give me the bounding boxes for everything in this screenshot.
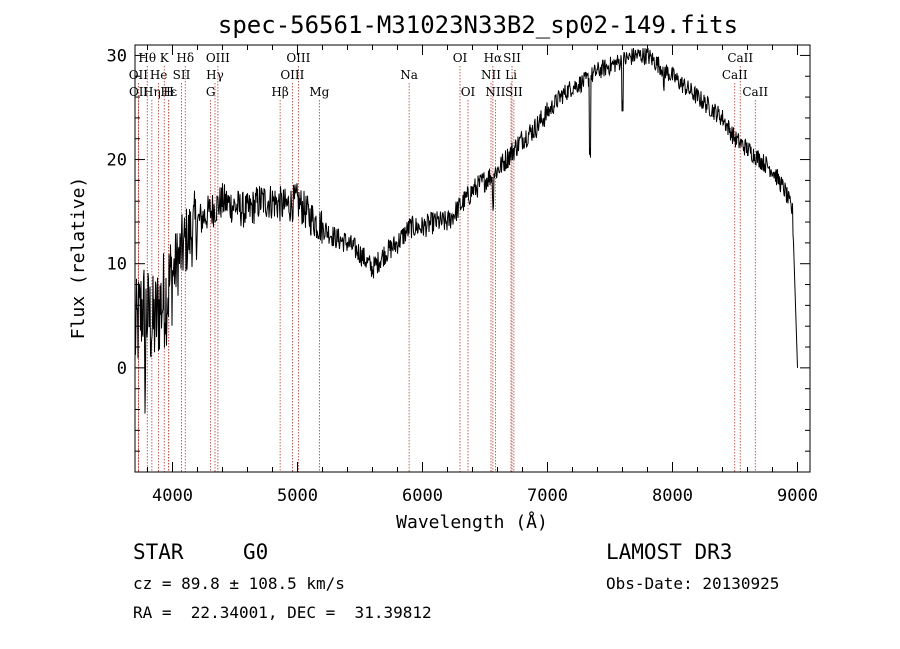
line-marker-label: CaII — [742, 85, 768, 99]
x-tick-label: 5000 — [277, 486, 318, 506]
y-tick-label: 0 — [117, 359, 127, 379]
x-tick-label: 8000 — [652, 486, 693, 506]
line-marker-label: Hγ — [206, 68, 224, 82]
x-axis-label: Wavelength (Å) — [396, 511, 548, 533]
line-marker-label: Hδ — [176, 51, 194, 65]
line-marker-label: SII — [505, 85, 523, 99]
line-marker-label: G — [206, 85, 216, 99]
line-marker-label: OIII — [286, 51, 310, 65]
survey-name: LAMOST DR3 — [606, 540, 733, 564]
line-marker-label: K — [160, 51, 170, 65]
line-marker-label: OIII — [280, 68, 304, 82]
x-tick-label: 9000 — [777, 486, 818, 506]
y-tick-label: 30 — [107, 46, 127, 66]
line-marker-label: OI — [453, 51, 468, 65]
object-class: STAR — [133, 540, 184, 564]
line-marker-label: He — [150, 68, 168, 82]
line-marker-label: H — [163, 85, 173, 99]
line-marker-label: Hβ — [271, 85, 288, 99]
x-axis: 4000 5000 6000 7000 8000 9000 — [147, 45, 818, 506]
line-marker-label: Mg — [309, 85, 329, 99]
line-marker-label: OIII — [206, 51, 230, 65]
line-marker-label: SII — [173, 68, 191, 82]
y-axis: 0 10 20 30 — [107, 46, 810, 452]
redshift-cz: cz = 89.8 ± 108.5 km/s — [133, 574, 345, 593]
observation-date: Obs-Date: 20130925 — [606, 574, 780, 593]
y-axis-label: Flux (relative) — [68, 177, 89, 340]
x-tick-label: 6000 — [402, 486, 443, 506]
line-marker-label: NII — [481, 68, 501, 82]
line-marker-label: Li — [505, 68, 517, 82]
y-tick-label: 10 — [107, 255, 127, 275]
line-marker-label: OII — [129, 68, 149, 82]
line-marker-label: OII — [129, 85, 149, 99]
line-marker-label: Hθ — [138, 51, 156, 65]
x-tick-label: 4000 — [152, 486, 193, 506]
line-marker-label: NII — [485, 85, 505, 99]
spectrum-series — [134, 47, 798, 414]
line-marker-label: CaII — [727, 51, 753, 65]
coordinates: RA = 22.34001, DEC = 31.39812 — [133, 603, 432, 622]
line-marker-label: Hα — [484, 51, 503, 65]
line-marker-label: Na — [400, 68, 418, 82]
line-marker-label: OI — [461, 85, 476, 99]
object-subclass: G0 — [243, 540, 269, 564]
line-marker-label: SII — [503, 51, 521, 65]
line-marker-label: Hη — [143, 85, 161, 99]
y-tick-label: 20 — [107, 151, 127, 171]
chart-title: spec-56561-M31023N33B2_sp02-149.fits — [218, 11, 738, 39]
x-tick-label: 7000 — [527, 486, 568, 506]
line-marker-label: CaII — [722, 68, 748, 82]
